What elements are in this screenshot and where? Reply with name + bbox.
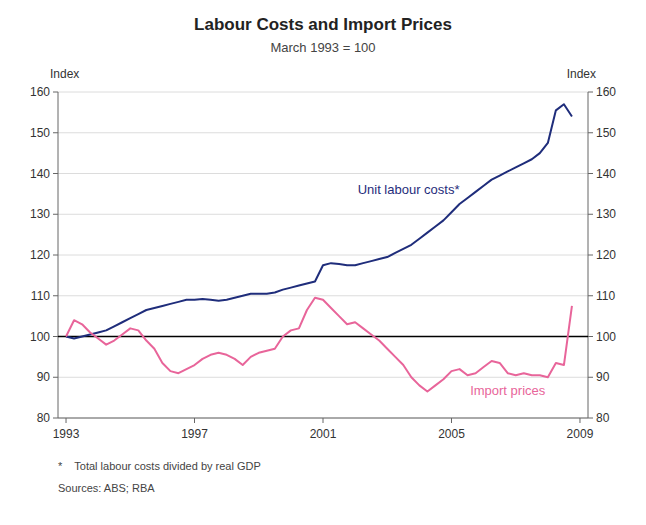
x-tick [194,418,195,423]
y2-tick-label: 150 [596,126,616,140]
grid-line [58,295,588,296]
x-tick-label: 1997 [181,427,208,441]
y-axis-label: Index [50,67,79,81]
y2-tick [588,132,593,133]
y-tick-label: 150 [30,126,50,140]
y2-axis-line [588,92,589,418]
y2-tick [588,336,593,337]
grid-line [58,418,588,419]
y-tick [53,173,58,174]
y-tick [53,336,58,337]
x-tick-label: 1993 [53,427,80,441]
plot-area [58,104,588,391]
grid-line [58,173,588,174]
y-tick [53,132,58,133]
grid [58,92,588,418]
y2-tick [588,255,593,256]
footnote: * Total labour costs divided by real GDP [58,460,261,472]
y2-tick [588,377,593,378]
y2-tick [588,214,593,215]
y2-tick-label: 120 [596,248,616,262]
footnote: Sources: ABS; RBA [58,482,155,494]
y2-tick-label: 90 [596,370,610,384]
y-tick-label: 160 [30,85,50,99]
x-tick-label: 2009 [567,427,594,441]
y2-tick-label: 130 [596,207,616,221]
y2-tick-label: 80 [596,411,610,425]
y2-tick [588,295,593,296]
grid-line [58,255,588,256]
x-tick [579,418,580,423]
grid-line [58,214,588,215]
y2-tick-label: 110 [596,289,615,303]
series-label: Import prices [470,383,546,398]
grid-line [58,377,588,378]
y2-tick [588,173,593,174]
x-axis-line [58,418,588,419]
chart: Labour Costs and Import Prices March 1993… [0,0,646,525]
title: Labour Costs and Import Prices [194,15,452,34]
y2-tick-label: 140 [596,167,616,181]
y-tick [53,92,58,93]
y2-tick-label: 100 [596,330,616,344]
y2-axis-label: Index [567,67,596,81]
y-tick-label: 90 [37,370,51,384]
y-tick-label: 140 [30,167,50,181]
y-axis-line [58,92,59,418]
y2-tick [588,418,593,419]
y-tick [53,255,58,256]
x-tick [323,418,324,423]
x-tick-label: 2001 [310,427,337,441]
subtitle: March 1993 = 100 [270,40,375,55]
series-label: Unit labour costs* [358,182,460,197]
baseline [58,336,588,337]
series-line [66,104,572,338]
y-tick [53,214,58,215]
y2-tick-label: 160 [596,85,616,99]
x-tick [451,418,452,423]
y-tick [53,418,58,419]
series-line [66,298,572,392]
grid-line [58,132,588,133]
x-tick [66,418,67,423]
y-tick-label: 100 [30,330,50,344]
y-tick-label: 130 [30,207,50,221]
y-tick [53,295,58,296]
y-tick-label: 80 [37,411,51,425]
y-tick-label: 110 [31,289,50,303]
x-tick-label: 2005 [438,427,465,441]
y2-tick [588,92,593,93]
grid-line [58,92,588,93]
y-tick-label: 120 [30,248,50,262]
grid-line [58,336,588,337]
y-tick [53,377,58,378]
